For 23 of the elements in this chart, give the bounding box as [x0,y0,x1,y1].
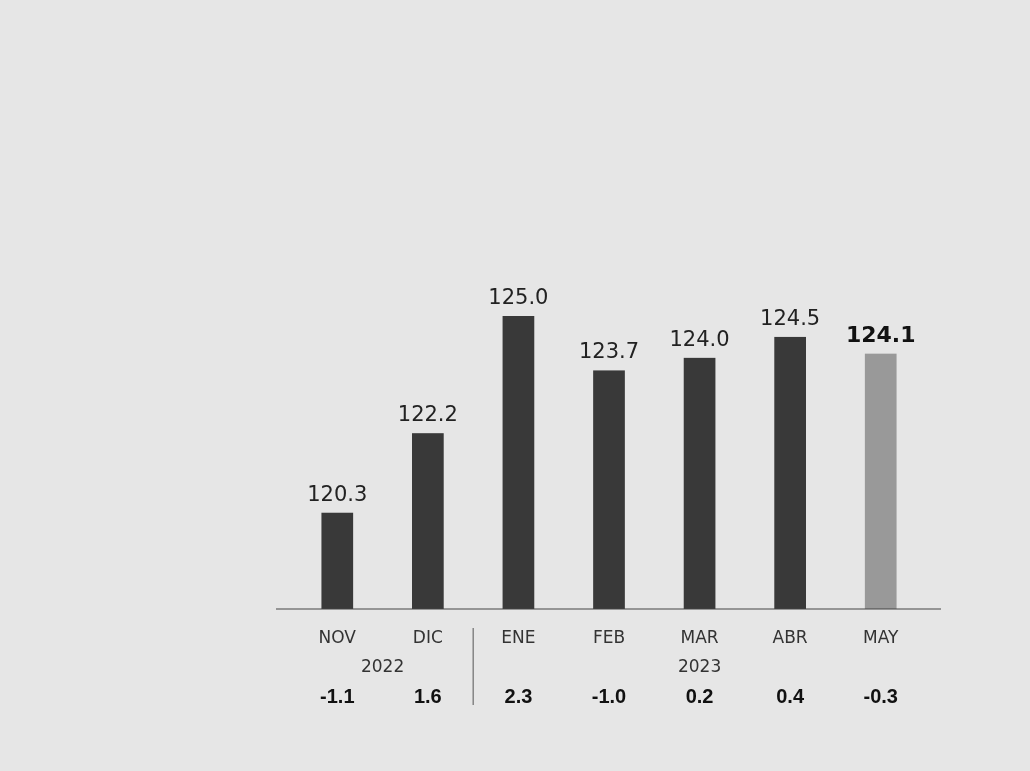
text: 1.6 [413,685,442,707]
data-label: 124.5 [760,305,821,330]
text: 0.2 [685,685,714,707]
x-tick-label: MAR [680,627,719,647]
text: 2023 [677,656,722,676]
text: 2.3 [504,685,533,707]
x-tick-label: FEB [592,627,626,647]
text: -1.0 [591,685,627,707]
x-tick-label: NOV [318,627,357,647]
x-tick-label: MAY [863,627,899,647]
text: 2022 [360,656,405,676]
data-label: 122.2 [397,402,458,427]
text: 0.4 [776,685,805,707]
x-tick-label: ENE [501,627,536,647]
data-label: 124.0 [669,326,730,351]
data-label: 125.0 [488,285,549,309]
data-label: 123.7 [578,339,640,364]
x-tick-label: DIC [412,627,443,647]
data-label: 120.3 [307,481,368,506]
data-label: 124.1 [845,321,916,347]
text: -0.3 [863,685,898,707]
text: -1.1 [320,685,355,707]
x-tick-label: ABR [772,627,808,647]
